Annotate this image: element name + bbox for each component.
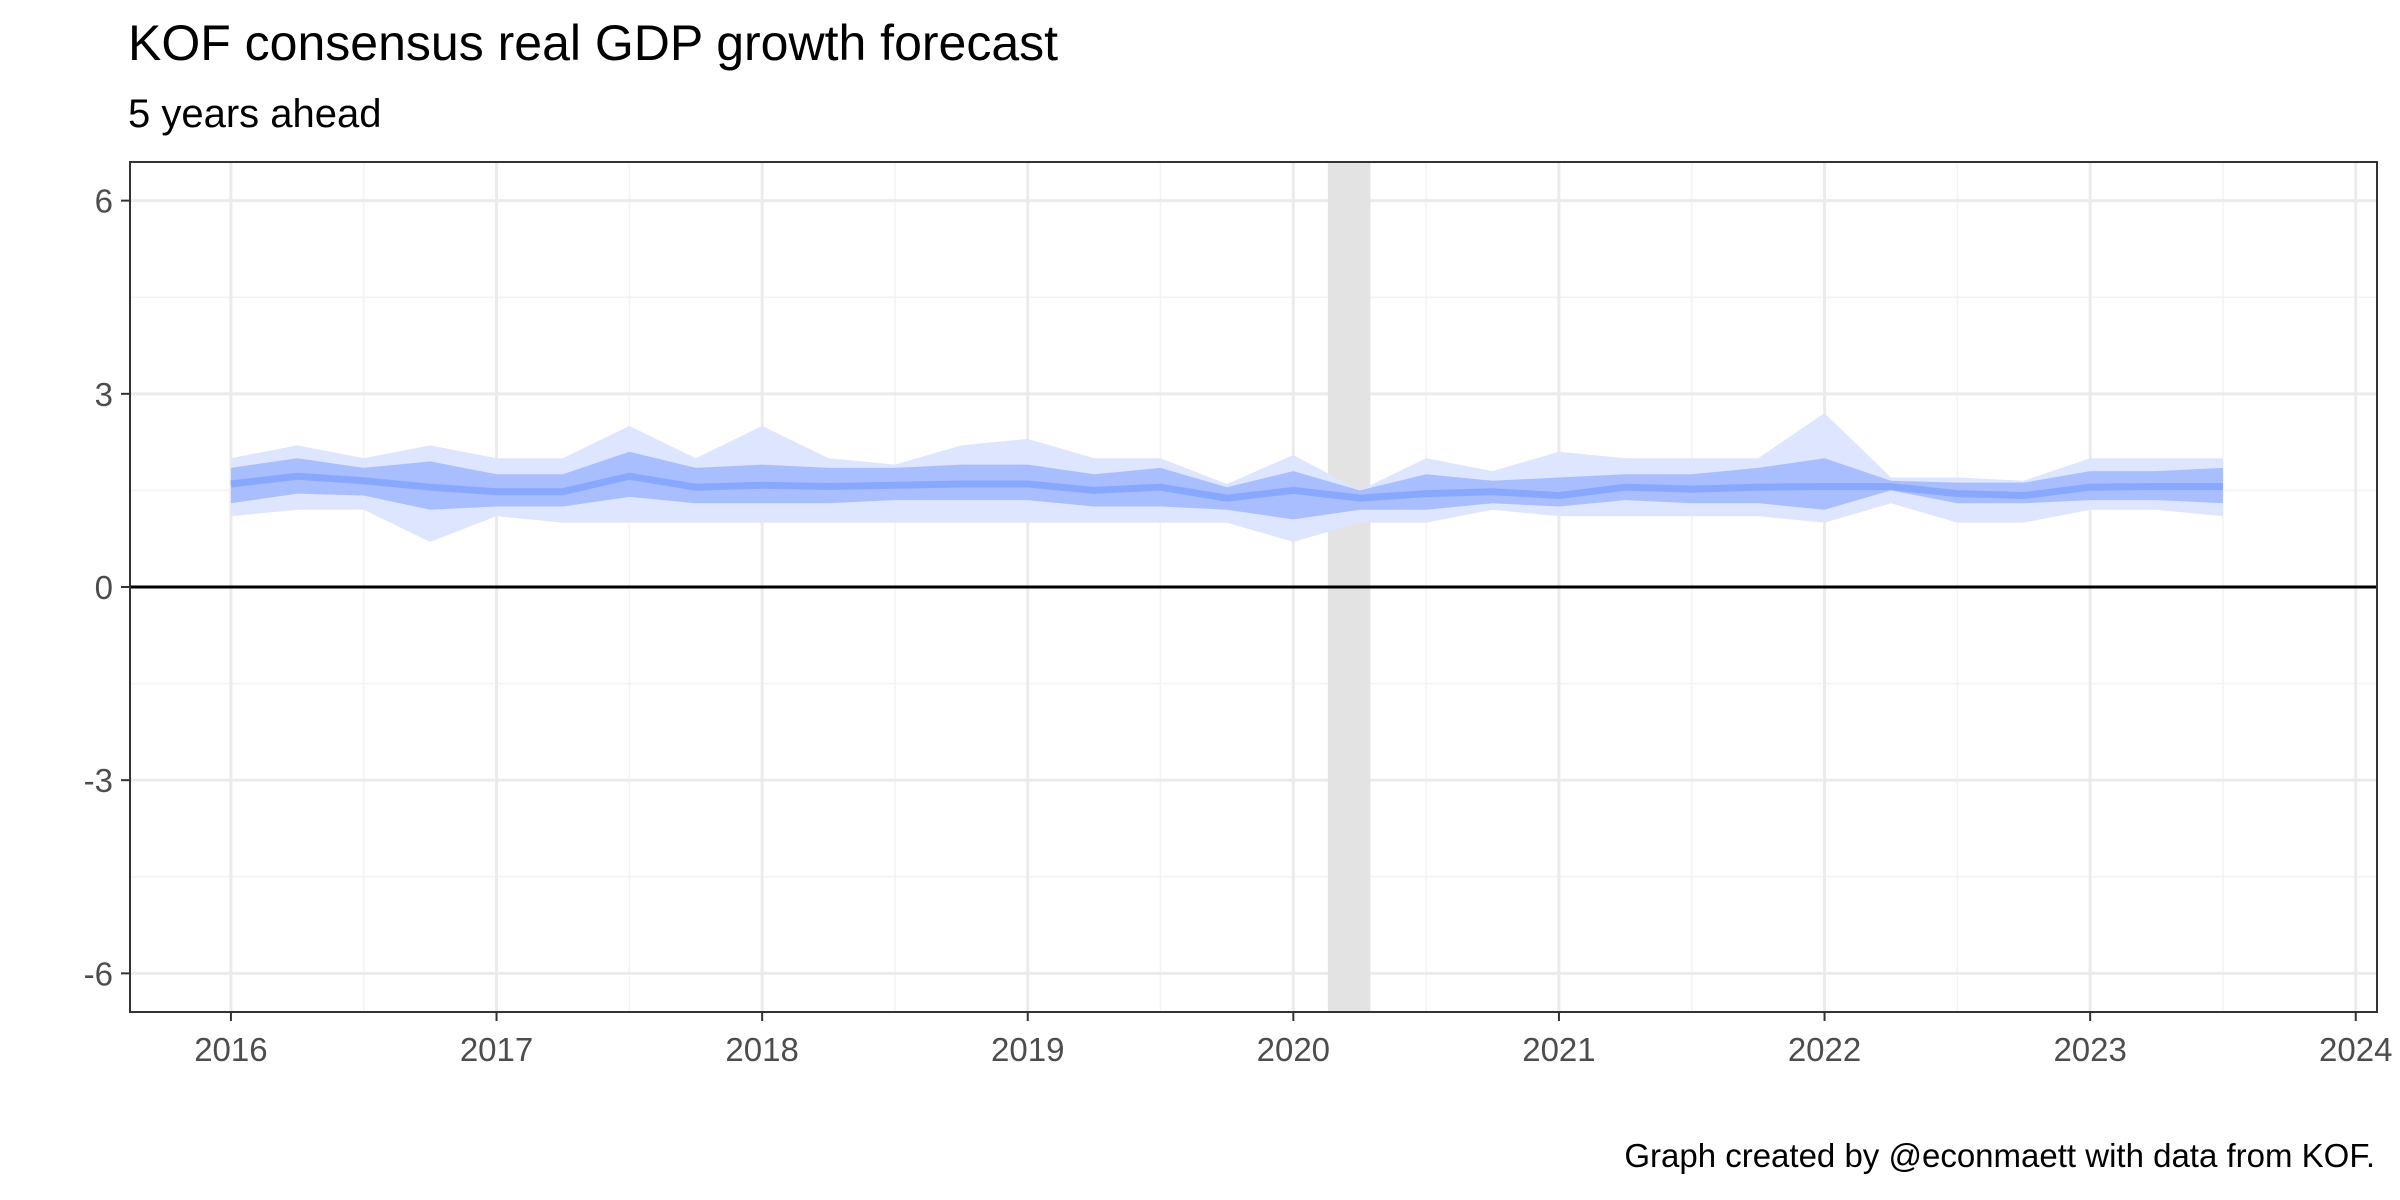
x-tick-label: 2020 [1257,1031,1330,1068]
y-tick-label: 0 [95,569,113,606]
x-tick-label: 2016 [194,1031,267,1068]
y-tick-label: 3 [95,376,113,413]
plot-area [129,161,2378,1013]
chart-title: KOF consensus real GDP growth forecast [128,15,1058,71]
median-forecast-line [230,472,2223,502]
x-tick-label: 2024 [2319,1031,2392,1068]
chart-subtitle: 5 years ahead [128,92,382,136]
x-tick-label: 2023 [2053,1031,2126,1068]
median-line-layer [230,472,2223,502]
y-tick-label: 6 [95,183,113,220]
y-tick-label: -3 [84,762,113,799]
x-axis: 2016 2017 2018 2019 2020 2021 2022 2023 2024 [194,1012,2392,1068]
forecast-bands [230,413,2223,542]
y-axis: 6 3 0 -3 -6 [84,183,130,992]
x-tick-label: 2021 [1522,1031,1595,1068]
x-tick-label: 2022 [1788,1031,1861,1068]
y-tick-label: -6 [84,955,113,992]
chart-caption: Graph created by @econmaett with data fr… [1624,1137,2375,1174]
x-tick-label: 2017 [460,1031,533,1068]
inner-forecast-band [230,451,2223,520]
outer-forecast-band [230,413,2223,542]
x-tick-label: 2019 [991,1031,1064,1068]
x-tick-label: 2018 [725,1031,798,1068]
